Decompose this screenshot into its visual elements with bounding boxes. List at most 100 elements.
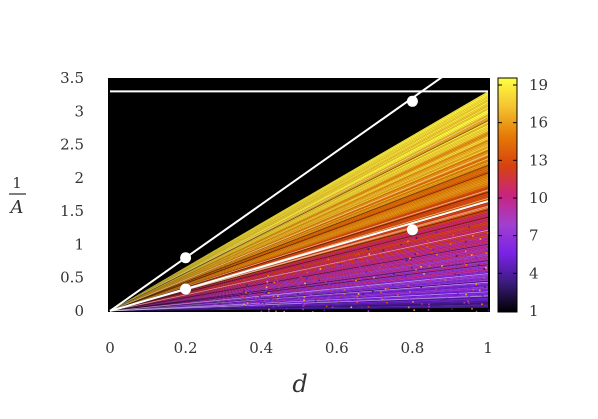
heatmap-speckle [478, 270, 480, 273]
y-axis-label-numerator: 1 [12, 174, 22, 192]
heatmap-speckle [484, 286, 486, 289]
heatmap-speckle [472, 235, 474, 237]
heatmap-speckle [393, 273, 395, 275]
heatmap-speckle [435, 288, 437, 291]
heatmap-speckle [323, 309, 326, 312]
heatmap-speckle [314, 275, 316, 278]
heatmap-speckle [438, 283, 440, 285]
heatmap-speckle [384, 267, 387, 270]
heatmap-speckle [274, 297, 276, 300]
heatmap-speckle [243, 278, 245, 281]
heatmap-speckle [427, 238, 430, 241]
heatmap-speckle [337, 300, 340, 303]
heatmap-speckle [472, 288, 474, 291]
colorbar-tick-label: 16 [529, 114, 548, 132]
heatmap-speckle [405, 259, 408, 262]
heatmap-speckle [319, 268, 322, 270]
reference-lines [109, 78, 489, 312]
heatmap-speckle [454, 273, 457, 276]
heatmap-speckle [355, 258, 357, 261]
heatmap-speckle [409, 257, 411, 260]
heatmap-speckle [366, 260, 368, 263]
y-tick-label: 3.5 [60, 69, 84, 87]
heatmap-speckle [273, 281, 276, 284]
heatmap-speckle [301, 276, 303, 279]
data-point [180, 283, 192, 295]
heatmap-speckle [277, 304, 280, 307]
x-tick-label: 0 [105, 339, 115, 357]
heatmap-band [109, 191, 489, 312]
heatmap-cell [110, 237, 488, 311]
heatmap-speckle [318, 298, 320, 301]
heatmap-speckle [478, 255, 481, 258]
heatmap-speckle [408, 298, 411, 301]
heatmap-cell [110, 171, 488, 311]
heatmap-speckle [268, 292, 270, 294]
heatmap-cell [110, 212, 488, 311]
x-axis: 0 0.2 0.4 0.6 0.8 1 [105, 339, 493, 357]
heatmap-speckle [305, 281, 307, 283]
heatmap-cell [110, 254, 488, 311]
heatmap-speckle [297, 293, 299, 295]
heatmap-cell [110, 231, 488, 311]
y-axis-label: 1 A [9, 174, 26, 218]
heatmap-cell [110, 249, 488, 311]
heatmap-speckle [446, 296, 448, 298]
colorbar-tick-label: 13 [529, 151, 548, 169]
heatmap-band [109, 291, 489, 312]
heatmap-speckle [429, 283, 432, 285]
heatmap-speckle [285, 307, 288, 310]
heatmap-speckle [430, 272, 433, 274]
heatmap-cell [110, 239, 488, 311]
heatmap-speckle [414, 253, 417, 256]
heatmap-speckle [267, 275, 269, 277]
heatmap-speckle [455, 255, 458, 257]
heatmap-cell [110, 241, 488, 311]
heatmap-speckle [481, 294, 484, 297]
heatmap-speckle [435, 231, 438, 233]
heatmap-speckle [267, 277, 269, 279]
heatmap-band [109, 116, 489, 312]
heatmap-cell [110, 246, 488, 311]
y-tick-label: 0 [74, 302, 84, 320]
heatmap-speckle [265, 288, 268, 290]
heatmap-cell [110, 127, 488, 312]
heatmap-speckle [404, 257, 407, 260]
colorbar-ticks: 19 16 13 10 7 4 1 [498, 76, 548, 320]
heatmap-speckle [278, 286, 280, 289]
heatmap-cell [110, 269, 488, 311]
heatmap-speckle [468, 296, 471, 298]
heatmap-speckle [467, 300, 469, 303]
x-tick-label: 0.6 [325, 339, 349, 357]
heatmap-speckle [328, 282, 330, 285]
heatmap-band [109, 165, 489, 312]
heatmap-speckle [407, 284, 409, 287]
heatmap-speckle [259, 302, 262, 305]
y-tick-label: 2 [74, 169, 84, 187]
heatmap-speckle [264, 291, 267, 293]
heatmap-speckle [408, 242, 411, 245]
heatmap-cell [110, 227, 488, 311]
heatmap-speckle [318, 279, 320, 281]
heatmap-speckle [367, 306, 370, 308]
heatmap-speckle [411, 266, 413, 269]
heatmap-band [109, 189, 489, 312]
heatmap-speckle [365, 271, 368, 273]
heatmap-speckle [364, 284, 366, 287]
heatmap-speckle [303, 291, 306, 294]
heatmap-speckle [435, 237, 438, 240]
heatmap-speckle [303, 299, 305, 302]
heatmap-speckle [397, 284, 399, 287]
heatmap-speckle [303, 296, 306, 298]
heatmap-speckle [298, 297, 301, 299]
heatmap-speckle [428, 265, 431, 267]
heatmap-speckle [303, 303, 306, 306]
heatmap-speckle [377, 252, 379, 254]
heatmap-speckle [284, 290, 287, 292]
heatmap-speckle [428, 303, 430, 306]
heatmap-speckle [272, 306, 275, 308]
heatmap-speckle [355, 254, 357, 257]
heatmap-speckle [304, 282, 306, 285]
heatmap-speckle [367, 248, 370, 250]
heatmap-speckle [465, 293, 467, 296]
